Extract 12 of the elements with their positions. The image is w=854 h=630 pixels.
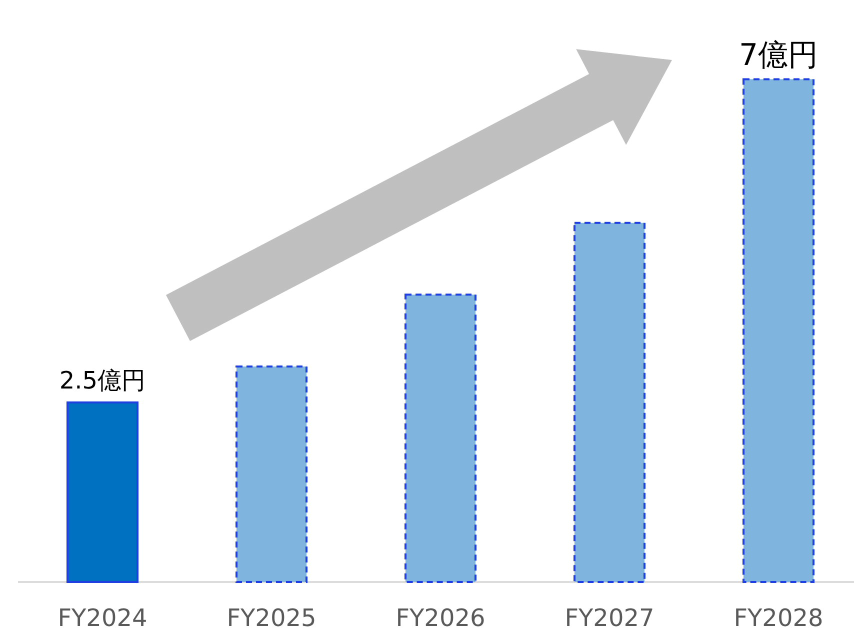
bar (66, 401, 138, 583)
bar (236, 366, 308, 583)
x-tick-label: FY2024 (58, 604, 148, 630)
x-tick-label: FY2028 (734, 604, 824, 630)
x-tick-label: FY2026 (396, 604, 486, 630)
data-label: 7億円 (738, 38, 818, 74)
x-tick-label: FY2027 (564, 604, 654, 630)
bar (742, 78, 814, 583)
data-label: 2.5億円 (59, 366, 146, 394)
bar (404, 294, 476, 583)
x-tick-label: FY2025 (226, 604, 316, 630)
bar (574, 222, 646, 583)
